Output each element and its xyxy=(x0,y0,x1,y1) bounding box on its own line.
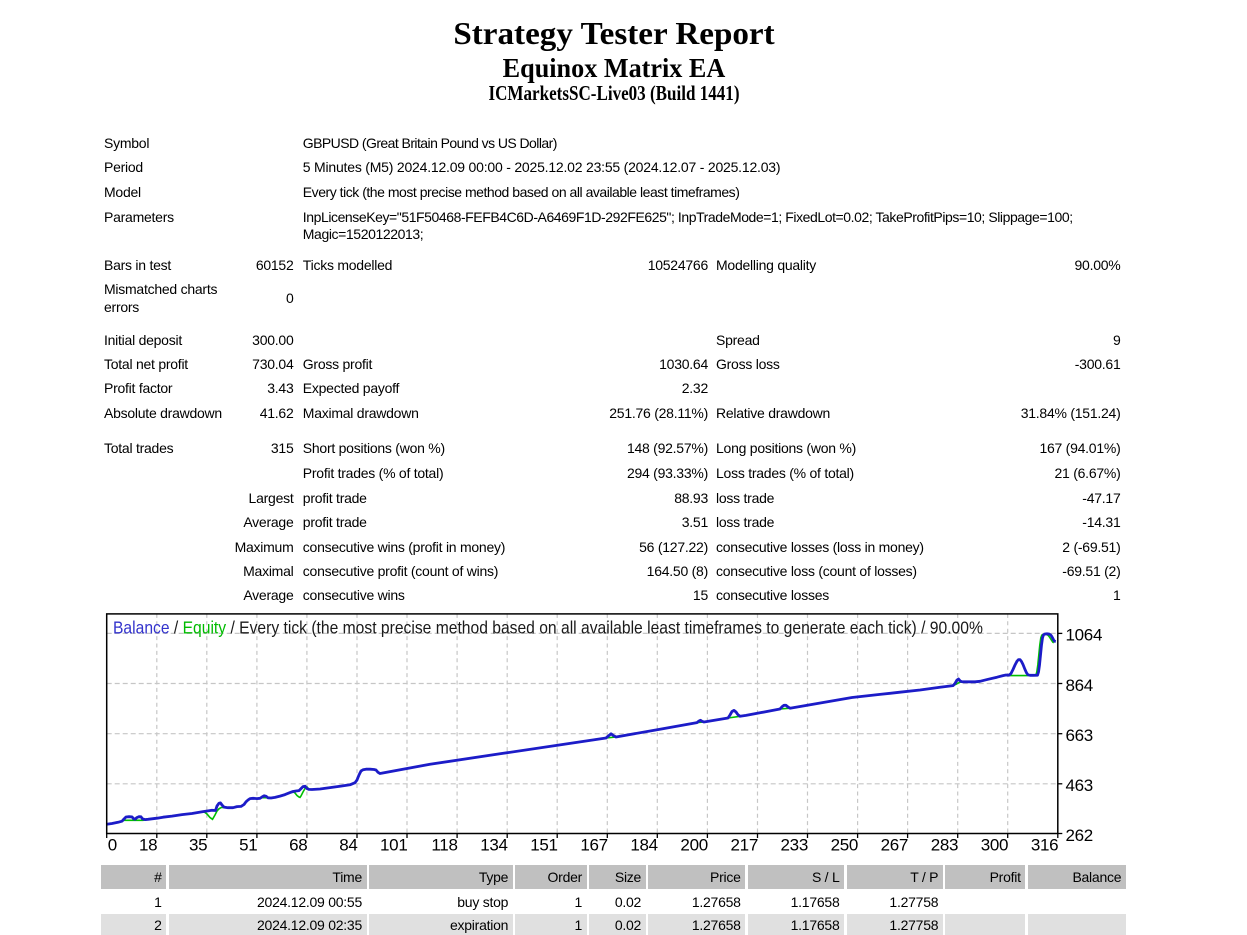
svg-text:167: 167 xyxy=(580,836,607,855)
svg-text:0: 0 xyxy=(108,836,117,855)
svg-text:84: 84 xyxy=(339,836,357,855)
svg-text:864: 864 xyxy=(1066,676,1093,695)
svg-text:217: 217 xyxy=(731,836,758,855)
svg-text:663: 663 xyxy=(1066,726,1093,745)
svg-text:151: 151 xyxy=(530,836,557,855)
svg-text:250: 250 xyxy=(831,836,858,855)
svg-text:101: 101 xyxy=(380,836,407,855)
svg-text:262: 262 xyxy=(1066,826,1093,845)
svg-text:35: 35 xyxy=(189,836,207,855)
svg-text:118: 118 xyxy=(431,836,457,855)
svg-text:Balance / Equity / Every tick: Balance / Equity / Every tick (the most … xyxy=(113,617,983,637)
svg-text:233: 233 xyxy=(781,836,808,855)
svg-text:300: 300 xyxy=(981,836,1008,855)
svg-text:267: 267 xyxy=(881,836,908,855)
svg-text:51: 51 xyxy=(239,836,257,855)
svg-text:184: 184 xyxy=(630,836,657,855)
svg-text:134: 134 xyxy=(480,836,507,855)
svg-text:200: 200 xyxy=(680,836,707,855)
svg-text:316: 316 xyxy=(1031,836,1058,855)
svg-text:68: 68 xyxy=(289,836,307,855)
svg-text:283: 283 xyxy=(931,836,958,855)
svg-text:463: 463 xyxy=(1066,776,1093,795)
svg-text:1064: 1064 xyxy=(1066,626,1103,645)
svg-text:18: 18 xyxy=(139,836,157,855)
